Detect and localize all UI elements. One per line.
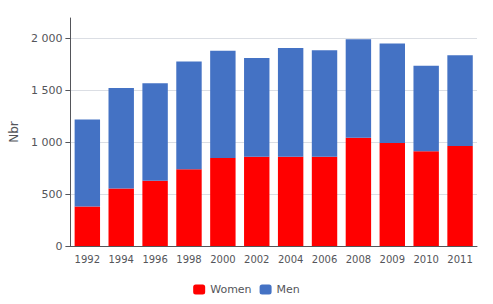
svg-text:1998: 1998 — [176, 254, 201, 265]
svg-text:2011: 2011 — [447, 254, 472, 265]
svg-text:2009: 2009 — [380, 254, 405, 265]
svg-text:1 000: 1 000 — [31, 136, 63, 149]
svg-text:2004: 2004 — [278, 254, 303, 265]
svg-text:1 500: 1 500 — [31, 84, 63, 97]
svg-text:2008: 2008 — [346, 254, 371, 265]
svg-text:1996: 1996 — [142, 254, 167, 265]
svg-text:2000: 2000 — [210, 254, 235, 265]
svg-text:2010: 2010 — [413, 254, 438, 265]
svg-text:Men: Men — [277, 283, 300, 296]
svg-text:Women: Women — [210, 283, 251, 296]
svg-text:2006: 2006 — [312, 254, 337, 265]
svg-text:1994: 1994 — [108, 254, 133, 265]
svg-text:2 000: 2 000 — [31, 32, 63, 45]
svg-text:2002: 2002 — [244, 254, 269, 265]
svg-text:Nbr: Nbr — [7, 121, 21, 143]
svg-text:0: 0 — [55, 240, 62, 253]
svg-text:500: 500 — [41, 188, 62, 201]
svg-text:1992: 1992 — [75, 254, 100, 265]
